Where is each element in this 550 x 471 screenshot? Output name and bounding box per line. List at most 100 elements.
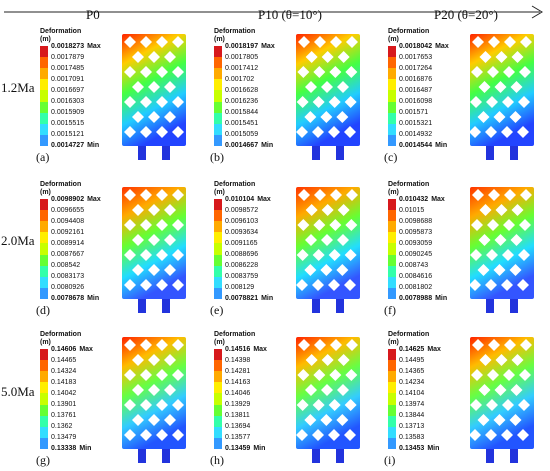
lattice-hole [337, 234, 349, 246]
colorbar-segment [388, 232, 396, 244]
lattice-hole [313, 66, 326, 78]
colorbar-segment [388, 276, 396, 288]
lattice-hole [503, 369, 515, 381]
legend-value: 0.0098572 [225, 207, 259, 214]
colorbar-segment [40, 404, 48, 416]
lattice-hole [156, 126, 168, 138]
legend-value: 0.13577 [225, 434, 251, 441]
lattice-hole [485, 429, 497, 441]
lattice-hole [504, 189, 516, 201]
colorbar-segment [214, 57, 222, 69]
legend-title-text: Deformation [214, 181, 256, 188]
legend-value: 0.0017653 [399, 54, 433, 61]
legend-value: 0.0017412 [225, 65, 259, 72]
colorbar-segment [214, 46, 222, 58]
lattice-foot [138, 299, 146, 313]
colorbar-segment [388, 210, 396, 222]
deformation-lattice-plot [469, 34, 534, 160]
legend-min-value: 0.0078821 Min [225, 295, 273, 302]
colorbar-segment [214, 101, 222, 113]
lattice-hole [320, 264, 333, 276]
legend-min-value: 0.0014727 Min [51, 142, 101, 149]
lattice-hole [469, 126, 481, 138]
legend-value: 0.0086228 [225, 262, 259, 269]
lattice-foot [312, 299, 320, 313]
legend-value: 0.0015515 [51, 120, 85, 127]
lattice-hole [312, 126, 324, 138]
deformation-lattice-plot [122, 187, 186, 313]
legend-min-value: 0.0078678 Min [51, 295, 101, 302]
lattice-hole [344, 249, 357, 261]
lattice-hole [148, 111, 160, 123]
colorbar-segment [214, 371, 222, 383]
legend-value: 0.13479 [51, 434, 77, 441]
lattice-hole [298, 36, 310, 48]
lattice-hole [520, 339, 532, 351]
legend-value: 0.008542 [51, 262, 81, 269]
lattice-hole [312, 96, 325, 108]
lattice-hole [140, 249, 152, 261]
legend-title-text: Deformation [214, 331, 256, 338]
lattice-hole [132, 264, 144, 276]
colorbar-segment [40, 90, 48, 102]
legend-labels: 0.14606 Max 0.14465 0.14324 0.14183 0.14042 0.… [51, 346, 93, 452]
lattice-hole [488, 339, 500, 351]
colorbar-segment [388, 90, 396, 102]
colorbar-segment [388, 360, 396, 372]
colorbar-segment [40, 287, 48, 299]
lattice-hole [140, 126, 152, 138]
colorbar-segment [214, 360, 222, 372]
lattice-hole [314, 36, 326, 48]
lattice-hole [520, 189, 532, 201]
legend-colorbar [214, 349, 222, 449]
lattice-hole [124, 369, 136, 381]
lattice-hole [494, 81, 507, 93]
lattice-hole [503, 219, 515, 231]
lattice-hole [330, 339, 342, 351]
lattice-hole [486, 399, 498, 411]
lattice-hole [501, 429, 513, 441]
legend-max-suffix: Max [79, 346, 93, 353]
panel-label: (f) [384, 303, 396, 317]
colorbar-segment [388, 382, 396, 394]
result-panel: Deformation (m) 0.010104 Max 0.0098572 0.0096… [210, 181, 385, 321]
lattice-hole [337, 51, 350, 63]
lattice-hole [345, 369, 358, 381]
legend-value: 0.14234 [399, 379, 425, 386]
legend-min-value: 0.13459 Min [225, 445, 267, 452]
lattice-hole [124, 279, 136, 291]
legend-value: 0.0018273 [51, 43, 85, 50]
lattice-hole [172, 399, 184, 411]
legend-max-suffix: Max [427, 346, 441, 353]
colorbar-segment [40, 210, 48, 222]
lattice-hole [479, 354, 492, 366]
lattice-hole [502, 249, 514, 261]
legend-min-value: 0.13338 Min [51, 445, 93, 452]
legend-value: 0.0090245 [399, 251, 433, 258]
colorbar-segment [40, 101, 48, 113]
legend-unit: (m) [388, 189, 399, 196]
lattice-hole [337, 81, 349, 93]
lattice-hole [148, 414, 160, 426]
legend-max-value: 0.0018042 Max [399, 43, 449, 50]
colorbar-segment [214, 68, 222, 80]
lattice-hole [124, 96, 136, 108]
legend-value: 0.0096103 [225, 218, 259, 225]
legend-colorbar [40, 349, 48, 449]
legend-value: 0.0088696 [225, 251, 259, 258]
lattice-foot [312, 146, 320, 160]
lattice-hole [486, 249, 498, 261]
lattice-hole [511, 354, 524, 366]
lattice-hole [305, 384, 317, 396]
legend-value: 0.0091165 [225, 240, 258, 247]
legend-max-suffix: Max [435, 43, 449, 50]
lattice-hole [493, 111, 506, 123]
lattice-hole [172, 219, 184, 231]
lattice-hole [328, 249, 341, 261]
legend-value: 0.0095873 [399, 229, 433, 236]
legend-max-value: 0.0018273 Max [51, 43, 101, 50]
colorbar-segment [214, 199, 222, 211]
legend-min-suffix: Min [435, 142, 448, 149]
legend-value: 0.0015909 [51, 109, 85, 116]
lattice-foot [162, 449, 170, 463]
